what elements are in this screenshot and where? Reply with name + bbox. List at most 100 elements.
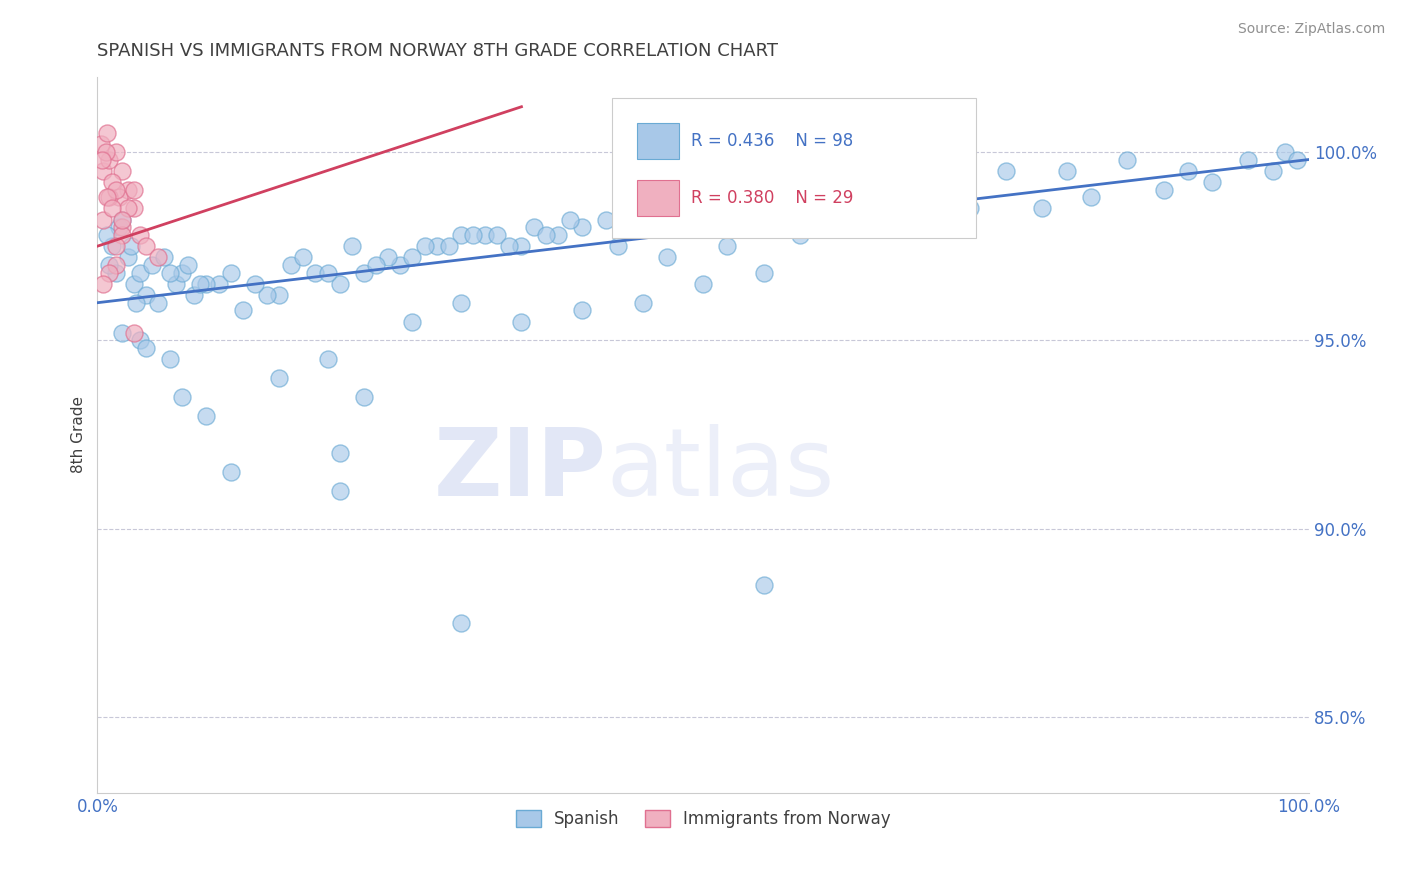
Point (108, 220, 131, 235)
Point (631, 295, 654, 310)
Point (329, 277, 352, 291)
Point (108, 190, 131, 204)
Point (98, 266, 121, 280)
Point (183, 288, 205, 302)
Point (437, 239, 460, 253)
Point (716, 239, 738, 253)
Point (120, 239, 142, 253)
Point (353, 390, 375, 404)
Point (995, 163, 1018, 178)
Point (450, 615, 472, 630)
Point (1153, 183, 1175, 197)
Point (692, 202, 714, 216)
Point (269, 288, 291, 302)
Point (117, 202, 139, 216)
Point (94, 145, 117, 159)
Point (329, 484, 352, 499)
Point (93, 212, 115, 227)
Point (159, 352, 181, 367)
Point (595, 212, 617, 227)
Point (101, 175, 124, 189)
Point (1237, 153, 1260, 167)
Point (128, 227, 150, 242)
Point (104, 183, 127, 197)
Point (91, 153, 114, 167)
Point (93, 163, 115, 178)
Point (316, 266, 339, 280)
Point (510, 239, 533, 253)
Point (96, 126, 118, 140)
Point (96, 227, 118, 242)
Point (522, 220, 544, 235)
Point (269, 371, 291, 385)
Text: R = 0.436    N = 98: R = 0.436 N = 98 (692, 132, 853, 150)
Point (571, 303, 593, 318)
Point (389, 258, 412, 272)
Point (110, 326, 132, 340)
Text: ZIP: ZIP (433, 425, 606, 516)
Point (110, 212, 132, 227)
Point (153, 251, 176, 265)
Point (195, 409, 218, 423)
Point (316, 352, 339, 367)
Point (1080, 190, 1102, 204)
Point (177, 258, 200, 272)
Text: atlas: atlas (606, 425, 835, 516)
Point (353, 266, 375, 280)
Point (1031, 202, 1053, 216)
Point (104, 145, 127, 159)
Point (1177, 163, 1199, 178)
Text: SPANISH VS IMMIGRANTS FROM NORWAY 8TH GRADE CORRELATION CHART: SPANISH VS IMMIGRANTS FROM NORWAY 8TH GR… (97, 42, 779, 60)
Point (401, 251, 423, 265)
Point (122, 202, 145, 216)
Point (122, 183, 145, 197)
Point (450, 227, 472, 242)
Point (110, 212, 132, 227)
Point (256, 288, 278, 302)
Point (329, 446, 352, 460)
Point (752, 190, 775, 204)
FancyBboxPatch shape (613, 98, 976, 237)
Point (96, 190, 118, 204)
Point (547, 227, 569, 242)
Point (692, 277, 714, 291)
Point (498, 239, 520, 253)
Point (172, 390, 194, 404)
Point (631, 220, 654, 235)
Point (207, 277, 229, 291)
Point (935, 175, 957, 189)
Point (93, 277, 115, 291)
Text: Source: ZipAtlas.com: Source: ZipAtlas.com (1237, 22, 1385, 37)
Point (474, 227, 496, 242)
Point (232, 303, 254, 318)
Point (813, 190, 835, 204)
Point (668, 202, 690, 216)
Y-axis label: 8th Grade: 8th Grade (72, 396, 86, 473)
Point (122, 326, 145, 340)
Point (141, 258, 163, 272)
Text: R = 0.380    N = 29: R = 0.380 N = 29 (692, 189, 853, 207)
Point (401, 314, 423, 328)
Point (104, 258, 127, 272)
Point (1056, 163, 1078, 178)
Point (117, 183, 139, 197)
Point (789, 227, 811, 242)
Point (135, 288, 157, 302)
Point (125, 295, 148, 310)
Point (110, 227, 132, 242)
Point (461, 227, 484, 242)
Point (128, 334, 150, 348)
Point (122, 277, 145, 291)
Point (1274, 145, 1296, 159)
Point (1201, 175, 1223, 189)
Point (364, 258, 387, 272)
Point (110, 220, 132, 235)
Point (90, 137, 112, 152)
Bar (637, 180, 679, 216)
Point (172, 266, 194, 280)
Point (135, 341, 157, 355)
Point (1285, 153, 1308, 167)
Point (1261, 163, 1284, 178)
Point (159, 266, 181, 280)
Point (117, 251, 139, 265)
